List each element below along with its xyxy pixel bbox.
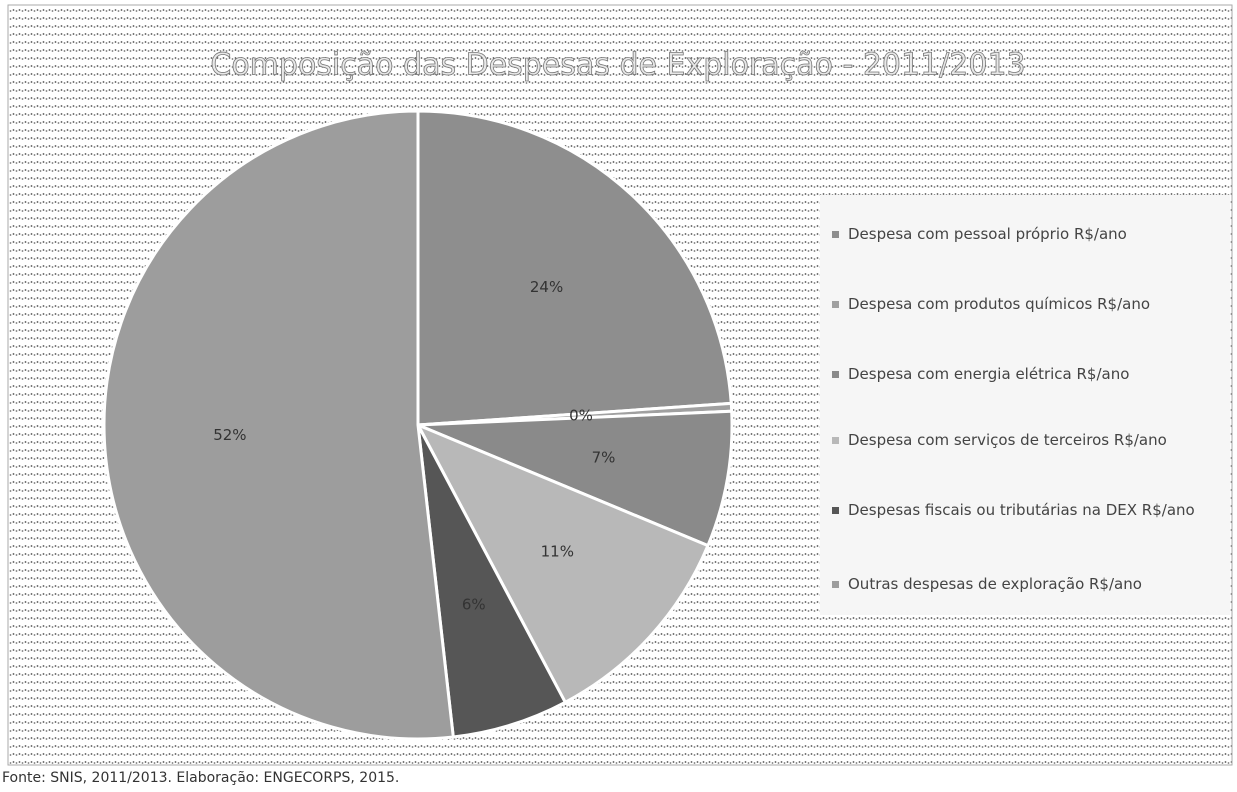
legend-label: Outras despesas de exploração R$/ano: [848, 575, 1142, 593]
legend-area: [820, 195, 1230, 615]
pie-slice: [414, 422, 710, 705]
legend-swatch: [832, 507, 839, 514]
chart-title: Composição das Despesas de Exploração - …: [210, 48, 1025, 83]
pie: 24% 0% 7% 11% 6% 52%: [102, 109, 734, 741]
legend-item: Despesa com produtos químicos R$/ano: [832, 292, 1212, 317]
data-label: 24%: [530, 278, 563, 296]
legend-swatch: [832, 437, 839, 444]
pie-slice: [416, 109, 733, 427]
data-label: 6%: [462, 595, 486, 613]
legend-swatch: [832, 581, 839, 588]
legend-item: Despesas fiscais ou tributárias na DEX R…: [832, 498, 1212, 523]
legend-swatch: [832, 371, 839, 378]
pie-slice: [417, 409, 734, 548]
source-note: Fonte: SNIS, 2011/2013. Elaboração: ENGE…: [2, 770, 400, 786]
legend-item: Despesa com energia elétrica R$/ano: [832, 362, 1212, 387]
legend-item: Despesa com pessoal próprio R$/ano: [832, 222, 1212, 247]
legend-swatch: [832, 301, 839, 308]
data-label: 52%: [213, 426, 246, 444]
legend-item: Despesa com serviços de terceiros R$/ano: [832, 428, 1212, 453]
data-label: 0%: [569, 406, 593, 424]
legend-label: Despesa com energia elétrica R$/ano: [848, 365, 1130, 383]
legend-label: Despesa com produtos químicos R$/ano: [848, 295, 1151, 313]
legend-item: Outras despesas de exploração R$/ano: [832, 572, 1212, 597]
data-label: 11%: [541, 542, 574, 560]
legend-label: Despesas fiscais ou tributárias na DEX R…: [848, 501, 1195, 519]
data-label: 7%: [592, 448, 616, 466]
legend-swatch: [832, 231, 839, 238]
legend-label: Despesa com serviços de terceiros R$/ano: [848, 431, 1167, 449]
pie-slice: [102, 109, 455, 741]
legend-label: Despesa com pessoal próprio R$/ano: [848, 225, 1127, 243]
